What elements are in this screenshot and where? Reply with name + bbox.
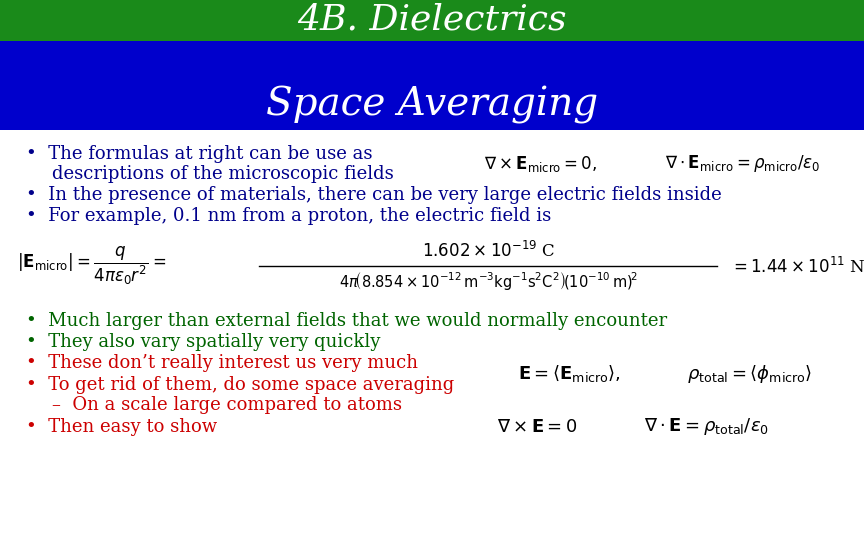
Text: •  The formulas at right can be use as: • The formulas at right can be use as [26, 145, 372, 163]
Text: •  In the presence of materials, there can be very large electric fields inside: • In the presence of materials, there ca… [26, 186, 721, 205]
Text: $\nabla\times\mathbf{E}=0$: $\nabla\times\mathbf{E}=0$ [497, 417, 577, 436]
Text: •  For example, 0.1 nm from a proton, the electric field is: • For example, 0.1 nm from a proton, the… [26, 207, 551, 225]
Text: $=1.44\times10^{11}$ N/C: $=1.44\times10^{11}$ N/C [730, 255, 864, 276]
Text: 4B. Dielectrics: 4B. Dielectrics [297, 3, 567, 37]
Text: Space Averaging: Space Averaging [266, 86, 598, 124]
Text: •  To get rid of them, do some space averaging: • To get rid of them, do some space aver… [26, 376, 454, 394]
Text: $1.602\times10^{-19}$ C: $1.602\times10^{-19}$ C [422, 241, 555, 261]
Text: $|\mathbf{E}_\mathrm{micro}|=\dfrac{q}{4\pi\varepsilon_0 r^2}=$: $|\mathbf{E}_\mathrm{micro}|=\dfrac{q}{4… [17, 245, 167, 287]
Text: –  On a scale large compared to atoms: – On a scale large compared to atoms [52, 396, 402, 414]
Text: •  They also vary spatially very quickly: • They also vary spatially very quickly [26, 333, 380, 352]
Text: $\nabla\times\mathbf{E}_\mathrm{micro}=0,$: $\nabla\times\mathbf{E}_\mathrm{micro}=0… [484, 153, 597, 174]
Text: •  These don’t really interest us very much: • These don’t really interest us very mu… [26, 354, 418, 373]
Text: $4\pi\!\left(8.854\times10^{-12}\,\mathrm{m}^{-3}\mathrm{kg}^{-1}\mathrm{s}^2\ma: $4\pi\!\left(8.854\times10^{-12}\,\mathr… [339, 270, 638, 292]
Text: $\rho_\mathrm{total}=\langle\phi_\mathrm{micro}\rangle$: $\rho_\mathrm{total}=\langle\phi_\mathrm… [687, 363, 812, 384]
Text: $\nabla\cdot\mathbf{E}=\rho_\mathrm{total}/\varepsilon_0$: $\nabla\cdot\mathbf{E}=\rho_\mathrm{tota… [644, 416, 769, 437]
Text: •  Much larger than external fields that we would normally encounter: • Much larger than external fields that … [26, 312, 667, 330]
Text: $\nabla\cdot\mathbf{E}_\mathrm{micro}=\rho_\mathrm{micro}/\varepsilon_0$: $\nabla\cdot\mathbf{E}_\mathrm{micro}=\r… [665, 153, 821, 174]
Bar [0, 40, 864, 130]
Text: descriptions of the microscopic fields: descriptions of the microscopic fields [52, 165, 394, 183]
Text: $\mathbf{E}=\langle\mathbf{E}_\mathrm{micro}\rangle,$: $\mathbf{E}=\langle\mathbf{E}_\mathrm{mi… [518, 363, 621, 384]
Text: •  Then easy to show: • Then easy to show [26, 417, 217, 436]
Bar [0, 0, 864, 40]
